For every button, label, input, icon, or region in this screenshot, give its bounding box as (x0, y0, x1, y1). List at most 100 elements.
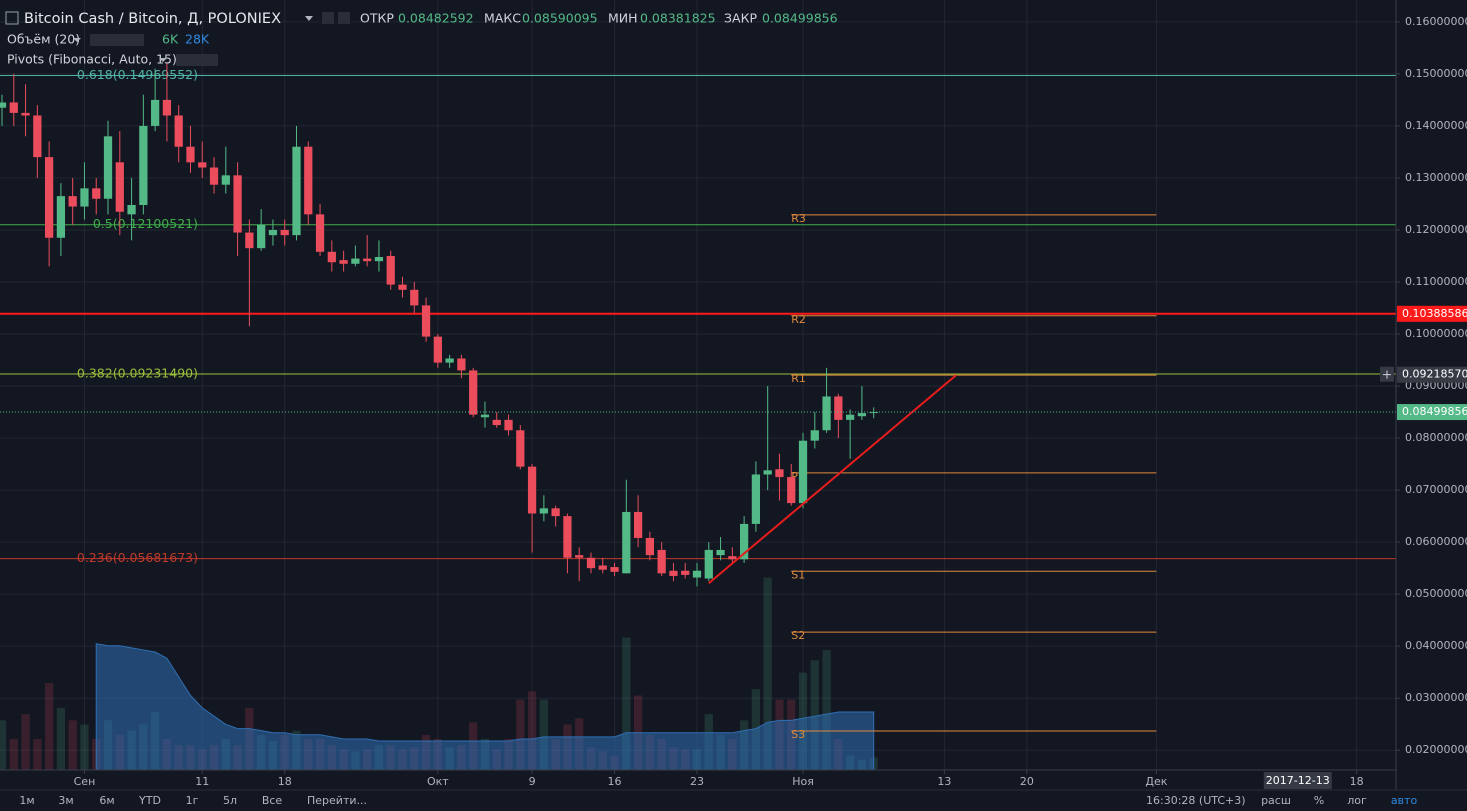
candle-body (445, 358, 454, 363)
x-tick-label: 16 (608, 775, 622, 788)
indicator-icons[interactable] (90, 34, 144, 46)
x-tick-label: 23 (690, 775, 704, 788)
candle-body (433, 336, 442, 363)
candle-body (751, 474, 761, 524)
crosshair-date-bg (1263, 772, 1332, 789)
range-button[interactable]: 6м (99, 794, 114, 807)
candle-body (44, 157, 54, 238)
volume-title[interactable]: Объём (20) (7, 32, 80, 47)
open-label: ОТКР (360, 11, 394, 26)
x-tick-label: 18 (1350, 775, 1364, 788)
open-value: 0.08482592 (398, 11, 474, 26)
scale-option[interactable]: % (1314, 794, 1324, 807)
candle-body (728, 556, 737, 560)
candle-body (304, 146, 313, 215)
x-tick-label: 13 (937, 775, 951, 788)
candle-body (292, 146, 301, 236)
candle-body (622, 511, 631, 574)
candle-body (351, 258, 360, 264)
hline-price-label-bg (1397, 305, 1467, 322)
volume-bar (0, 720, 7, 770)
dropdown[interactable] (305, 16, 313, 21)
x-tick-label: Ноя (792, 775, 814, 788)
indicator-icons[interactable] (176, 54, 218, 66)
candle-body (692, 570, 702, 578)
range-button[interactable]: YTD (138, 794, 161, 807)
y-tick-label: 0.11000000 (1405, 275, 1467, 288)
range-button[interactable]: Все (262, 794, 283, 807)
goto-button[interactable]: Перейти... (307, 794, 367, 807)
x-tick-label: Дек (1145, 775, 1167, 788)
add-icon[interactable] (1383, 370, 1391, 379)
chart-icon[interactable] (5, 11, 19, 25)
pivot-label: R3 (791, 212, 806, 225)
scale-option[interactable]: авто (1391, 794, 1418, 807)
eye-icon[interactable] (322, 12, 334, 24)
y-tick-label: 0.02000000 (1405, 743, 1467, 756)
candle-body (492, 419, 501, 426)
candle-body (151, 99, 160, 126)
candle-body (56, 196, 66, 238)
candle-body (527, 466, 537, 514)
volume-ma: 28K (185, 32, 210, 47)
close-value: 0.08499856 (762, 11, 838, 26)
range-button[interactable]: 5л (223, 794, 237, 807)
candle-body (739, 523, 749, 560)
chart-title[interactable]: Bitcoin Cash / Bitcoin, Д, POLONIEX (24, 11, 281, 27)
grid (0, 0, 1396, 770)
y-tick-label: 0.04000000 (1405, 639, 1467, 652)
pivot-label: R1 (791, 372, 806, 385)
pivot-label: P (791, 470, 798, 483)
candle-body (504, 419, 513, 431)
scale-option[interactable]: лог (1347, 794, 1367, 807)
toolbar-items: 1м 3м 6м YTD 1г 5л Все Перейти... 16:30:28 (UTC+… (19, 794, 1417, 807)
candle-body (669, 570, 678, 576)
y-tick-label: 0.08000000 (1405, 431, 1467, 444)
candle-body (857, 413, 867, 417)
last-price-label-bg (1397, 404, 1467, 421)
candle-body (516, 430, 525, 467)
x-tick-label: 9 (529, 775, 536, 788)
volume-bar (9, 738, 18, 770)
candle-body (186, 146, 195, 163)
candle-body (704, 549, 713, 579)
range-button[interactable]: 3м (58, 794, 73, 807)
fib-label: 0.382(0.09231490) (77, 365, 198, 380)
pivots-title[interactable]: Pivots (Fibonacci, Auto, 15) (7, 52, 177, 67)
scale-option[interactable]: расш (1261, 794, 1291, 807)
candle-body (257, 224, 266, 249)
dropdown[interactable] (73, 38, 81, 42)
candle-body (339, 260, 348, 264)
range-button[interactable]: 1м (19, 794, 34, 807)
volume-bar (539, 699, 548, 770)
low-value: 0.08381825 (640, 11, 716, 26)
axes: 0.02000000 0.03000000 0.04000000 0.05000000… (74, 15, 1467, 789)
candle-body (633, 511, 643, 538)
candle-body (386, 255, 395, 285)
candle-body (33, 115, 42, 158)
volume-bar (33, 738, 42, 770)
volume-bar (68, 720, 77, 770)
y-tick-label: 0.14000000 (1405, 119, 1467, 132)
range-button[interactable]: 1г (186, 794, 199, 807)
candle-body (834, 396, 843, 420)
candle-body (209, 167, 219, 185)
y-tick-label: 0.06000000 (1405, 535, 1467, 548)
fib-label: 0.236(0.05681673) (77, 550, 198, 565)
candle-body (139, 125, 148, 205)
trendline (708, 374, 957, 584)
high-label: МАКС (484, 11, 521, 26)
dropdown[interactable] (159, 58, 167, 62)
candle-body (374, 257, 384, 262)
y-tick-label: 0.13000000 (1405, 171, 1467, 184)
bottom-toolbar (0, 790, 1467, 811)
settings-icon[interactable] (338, 12, 350, 24)
volume-bar (763, 577, 772, 770)
candle-body (363, 258, 372, 262)
high-value: 0.08590095 (522, 11, 598, 26)
fib-label: 0.5(0.12100521) (93, 216, 198, 231)
candle-body (280, 229, 289, 236)
x-tick-label: 20 (1020, 775, 1034, 788)
volume-pane (0, 577, 878, 771)
volume-bar (527, 691, 537, 770)
